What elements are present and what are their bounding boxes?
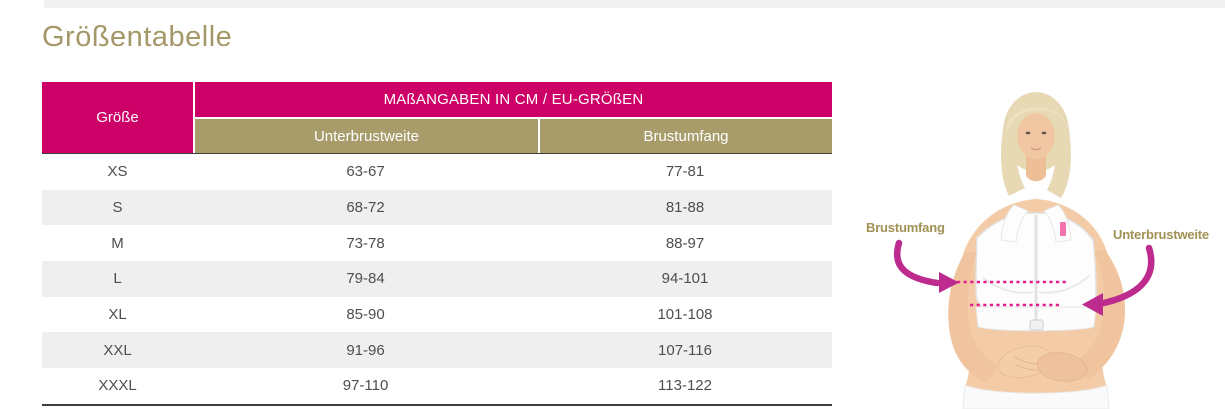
table-row: S 68-72 81-88 — [42, 189, 832, 226]
underbust-label: Unterbrustweite — [1113, 227, 1209, 242]
table-row: XL 85-90 101-108 — [42, 297, 832, 333]
arm-left — [948, 252, 998, 383]
size-cell: L — [113, 270, 122, 288]
header-right-group: MAßANGABEN IN CM / EU-GRÖßEN Unterbrustw… — [195, 82, 832, 153]
underbust-cell: 68-72 — [346, 199, 385, 217]
bust-cell: 94-101 — [661, 270, 709, 288]
bra-strap-left — [1000, 204, 1029, 243]
header-divider-line — [42, 153, 832, 154]
header-cell-underbust: Unterbrustweite — [195, 119, 538, 153]
lips — [1030, 147, 1042, 151]
top-divider-strip — [44, 0, 1225, 8]
underbust-arrowhead-icon — [1082, 293, 1103, 316]
face — [1017, 113, 1055, 159]
table-row: L 79-84 94-101 — [42, 261, 832, 297]
bust-curved-arrow-icon — [894, 239, 941, 287]
bust-cell: 107-116 — [658, 341, 712, 359]
underbust-cell: 97-110 — [342, 377, 389, 395]
eye-left — [1025, 131, 1031, 135]
header-cell-size: Größe — [42, 82, 193, 153]
underbust-curved-arrow-icon — [1095, 244, 1155, 308]
size-cell: M — [111, 234, 124, 252]
table-bottom-border — [42, 403, 832, 406]
hair-side-right — [1047, 128, 1071, 198]
size-cell: XXL — [103, 341, 132, 359]
header-sub-row: Unterbrustweite Brustumfang — [195, 119, 832, 153]
underbust-cell: 85-90 — [346, 306, 385, 324]
underbust-cell: 91-96 — [346, 341, 385, 359]
hair-side-left — [1001, 128, 1025, 196]
bust-cell: 101-108 — [657, 306, 713, 324]
bottom-garment — [962, 384, 1110, 409]
size-table-header: Größe MAßANGABEN IN CM / EU-GRÖßEN Unter… — [42, 82, 832, 153]
header-cell-measurements: MAßANGABEN IN CM / EU-GRÖßEN — [195, 82, 832, 117]
bust-cell: 113-122 — [658, 377, 712, 395]
arm-right — [1077, 250, 1126, 379]
measurement-photo: Brustumfang Unterbrustweite — [855, 80, 1225, 409]
eye-right — [1041, 131, 1047, 135]
table-row: XS 63-67 77-81 — [42, 154, 832, 190]
zipper-pull — [1029, 319, 1044, 331]
size-cell: XXXL — [98, 377, 137, 395]
underbust-cell: 79-84 — [346, 270, 385, 288]
underbust-cell: 73-78 — [346, 234, 385, 252]
bust-cell: 81-88 — [665, 199, 705, 217]
size-cell: XS — [107, 163, 128, 181]
table-row: XXXL 97-110 113-122 — [42, 368, 832, 404]
bust-cell: 88-97 — [665, 234, 705, 252]
size-table: Größe MAßANGABEN IN CM / EU-GRÖßEN Unter… — [42, 82, 832, 406]
table-row: XXL 91-96 107-116 — [42, 332, 832, 369]
size-cell: S — [112, 199, 123, 217]
bust-label: Brustumfang — [866, 220, 945, 235]
bust-arrowhead-icon — [939, 272, 959, 293]
underbust-cell: 63-67 — [346, 163, 385, 181]
size-table-body: XS 63-67 77-81 S 68-72 81-88 M 73-78 88-… — [42, 154, 832, 404]
bust-cell: 77-81 — [665, 163, 705, 181]
woman-figure — [894, 92, 1155, 409]
bra-cup-seams — [982, 275, 1090, 294]
table-row: M 73-78 88-97 — [42, 225, 832, 261]
bra-zipper — [1034, 215, 1038, 321]
finger-lines — [1012, 355, 1042, 371]
page-title: Größentabelle — [42, 21, 233, 53]
size-cell: XL — [108, 306, 127, 324]
header-cell-bust: Brustumfang — [540, 119, 832, 153]
pink-strap-tag — [1060, 222, 1066, 236]
